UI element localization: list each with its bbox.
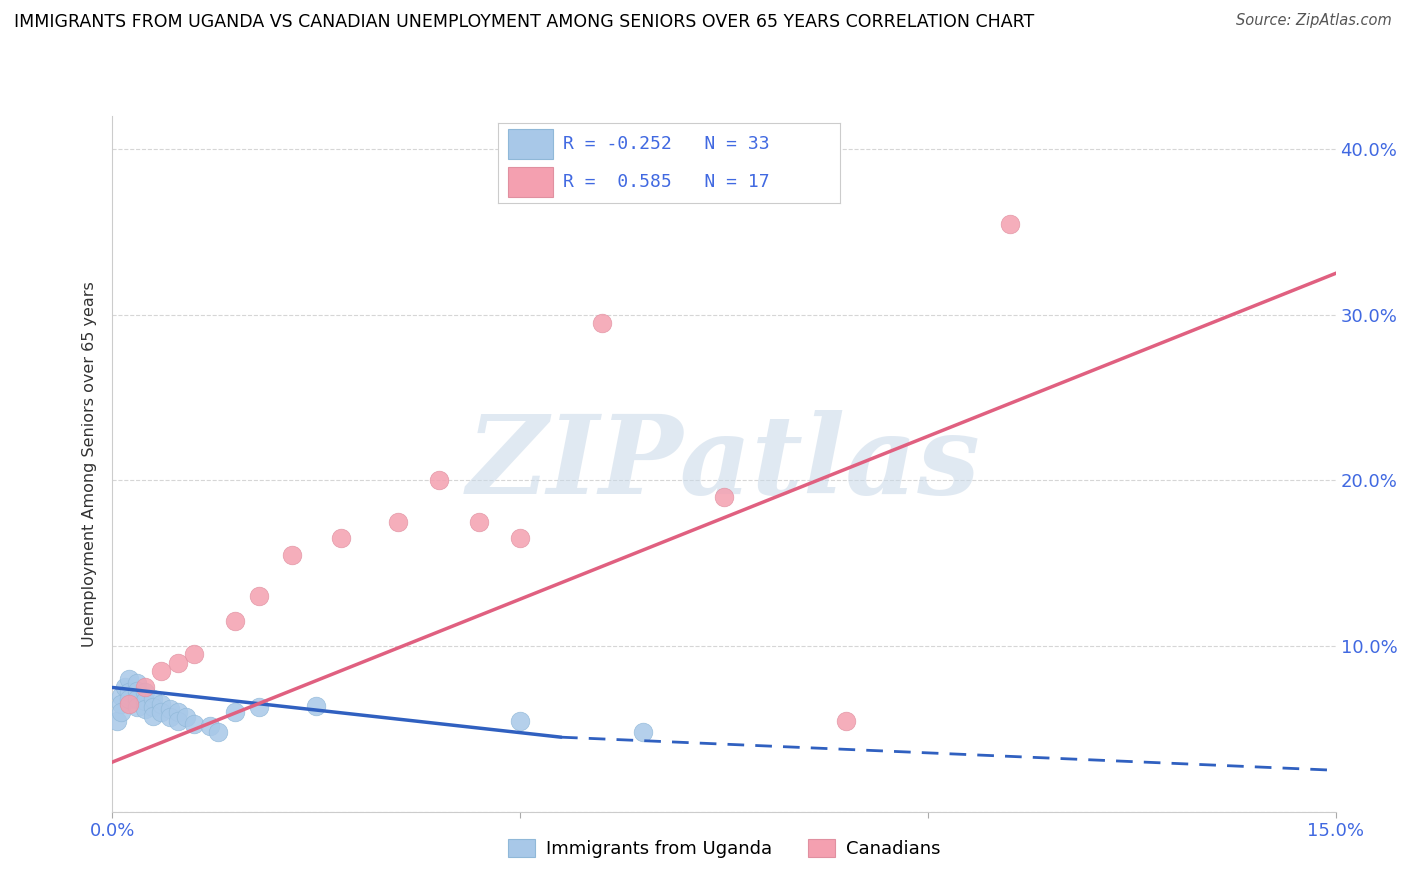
Point [224, 614, 246, 628]
Point [110, 689, 132, 703]
Point [142, 692, 165, 706]
Point [125, 692, 148, 706]
Point [174, 710, 197, 724]
Point [110, 706, 132, 720]
Point [125, 683, 148, 698]
Point [200, 718, 222, 732]
Legend: Immigrants from Uganda, Canadians: Immigrants from Uganda, Canadians [501, 831, 948, 865]
Point [142, 708, 165, 723]
Point [110, 697, 132, 711]
Point [118, 692, 141, 706]
Point [105, 714, 128, 728]
Point [427, 474, 450, 488]
Point [166, 656, 188, 670]
Point [166, 706, 188, 720]
Point [114, 681, 136, 695]
Point [142, 700, 165, 714]
Point [305, 698, 328, 713]
Point [631, 725, 654, 739]
Point [183, 648, 205, 662]
Point [159, 710, 181, 724]
Point [125, 675, 148, 690]
Text: Source: ZipAtlas.com: Source: ZipAtlas.com [1236, 13, 1392, 29]
Point [166, 714, 188, 728]
Point [134, 681, 156, 695]
Point [281, 548, 304, 562]
Point [713, 490, 735, 504]
Point [835, 714, 858, 728]
Point [150, 697, 173, 711]
Point [468, 515, 491, 529]
Point [207, 725, 229, 739]
Point [134, 694, 156, 708]
Point [118, 697, 141, 711]
Y-axis label: Unemployment Among Seniors over 65 years: Unemployment Among Seniors over 65 years [82, 281, 97, 647]
Point [224, 706, 246, 720]
Point [329, 532, 352, 546]
Point [118, 672, 141, 686]
Point [159, 702, 181, 716]
Point [150, 706, 173, 720]
Point [998, 217, 1021, 231]
Point [591, 316, 613, 330]
Point [247, 700, 270, 714]
Point [387, 515, 409, 529]
Point [247, 590, 270, 604]
Text: IMMIGRANTS FROM UGANDA VS CANADIAN UNEMPLOYMENT AMONG SENIORS OVER 65 YEARS CORR: IMMIGRANTS FROM UGANDA VS CANADIAN UNEMP… [14, 13, 1035, 31]
Point [125, 700, 148, 714]
Point [183, 717, 205, 731]
Text: ZIPatlas: ZIPatlas [467, 410, 981, 517]
Point [134, 702, 156, 716]
Point [118, 685, 141, 699]
Point [150, 664, 173, 678]
Point [509, 714, 531, 728]
Point [509, 532, 531, 546]
Point [134, 685, 156, 699]
